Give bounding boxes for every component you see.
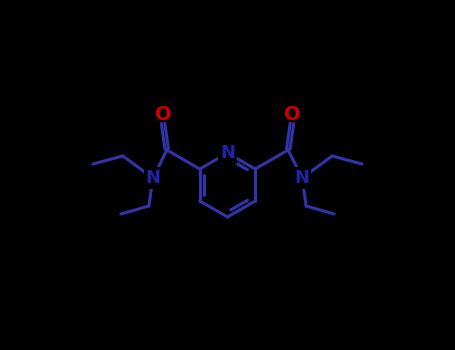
Text: N: N: [295, 169, 309, 187]
Text: O: O: [155, 105, 171, 125]
Text: O: O: [284, 105, 300, 125]
Text: N: N: [220, 144, 235, 162]
Text: N: N: [146, 169, 160, 187]
